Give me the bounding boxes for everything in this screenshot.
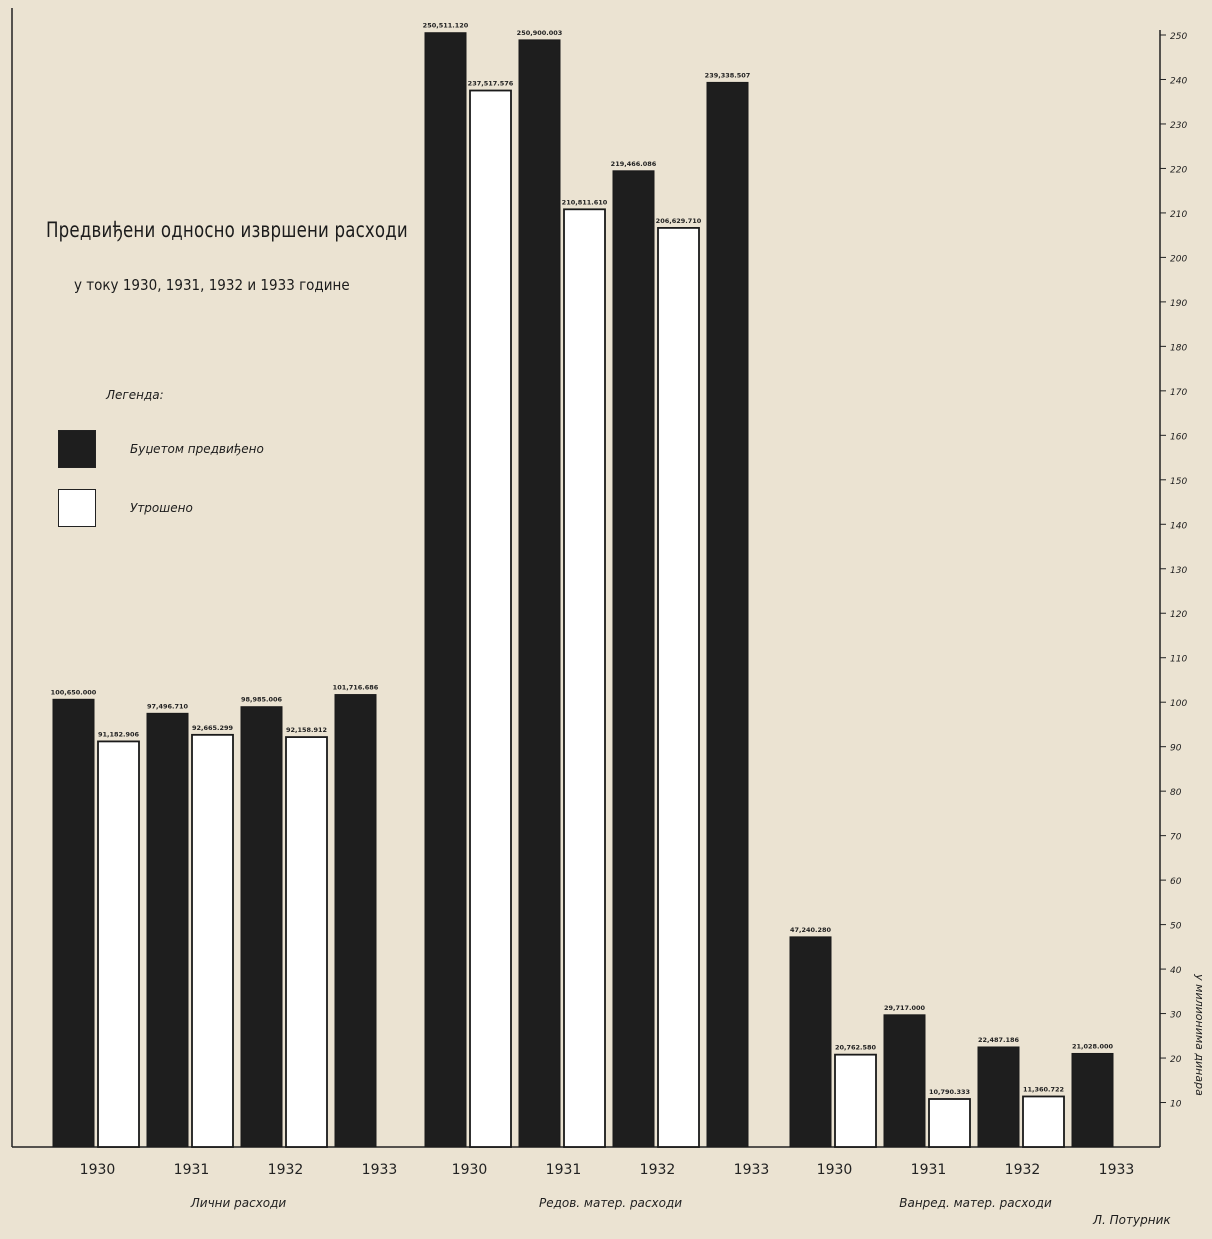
x-tick-label: 1930 bbox=[817, 1162, 853, 1178]
bar-spent bbox=[285, 736, 328, 1148]
x-tick-label: 1933 bbox=[1099, 1162, 1135, 1178]
group-label: Лични расходи bbox=[190, 1196, 287, 1210]
legend-swatch-spent bbox=[58, 489, 96, 527]
data-label-spent: 206,629.710 bbox=[656, 217, 702, 225]
y-tick-label: 50 bbox=[1170, 922, 1182, 932]
data-label-budget: 47,240.280 bbox=[790, 926, 832, 934]
chart-subtitle: у току 1930, 1931, 1932 и 1933 године bbox=[74, 276, 350, 294]
y-tick-label: 30 bbox=[1170, 1011, 1182, 1021]
y-tick-label: 120 bbox=[1170, 610, 1187, 620]
data-label-spent: 20,762.580 bbox=[835, 1044, 877, 1052]
data-label-budget: 250,511.120 bbox=[423, 22, 469, 30]
data-label-spent: 10,790.333 bbox=[929, 1088, 970, 1096]
chart-title: Предвиђени односно извршени расходи bbox=[46, 218, 408, 242]
y-tick-label: 70 bbox=[1170, 833, 1182, 843]
y-tick-label: 90 bbox=[1170, 744, 1182, 754]
data-label-spent: 11,360.722 bbox=[1023, 1085, 1064, 1093]
data-label-spent: 91,182.906 bbox=[98, 730, 140, 738]
data-label-budget: 100,650.000 bbox=[51, 688, 97, 696]
y-tick-label: 80 bbox=[1170, 788, 1182, 798]
y-axis-title: у милионима динара bbox=[1193, 973, 1206, 1096]
y-tick-label: 130 bbox=[1170, 566, 1187, 576]
x-tick-label: 1932 bbox=[1005, 1162, 1041, 1178]
bar-spent bbox=[657, 227, 700, 1148]
y-tick-label: 100 bbox=[1170, 699, 1187, 709]
bar-budget bbox=[883, 1014, 926, 1148]
y-tick-label: 210 bbox=[1170, 210, 1187, 220]
data-label-budget: 239,338.507 bbox=[705, 71, 751, 79]
bar-budget bbox=[518, 39, 561, 1148]
bar-budget bbox=[240, 706, 283, 1148]
x-tick-label: 1931 bbox=[911, 1162, 947, 1178]
y-tick-label: 240 bbox=[1170, 76, 1187, 86]
y-tick-label: 200 bbox=[1170, 254, 1187, 264]
y-tick-label: 150 bbox=[1170, 477, 1187, 487]
x-tick-label: 1930 bbox=[80, 1162, 116, 1178]
y-tick-label: 180 bbox=[1170, 343, 1187, 353]
y-tick-label: 140 bbox=[1170, 521, 1187, 531]
x-tick-label: 1931 bbox=[546, 1162, 582, 1178]
data-label-budget: 98,985.006 bbox=[241, 696, 283, 704]
bar-spent bbox=[469, 89, 512, 1148]
data-label-budget: 97,496.710 bbox=[147, 702, 189, 710]
bar-spent bbox=[834, 1053, 877, 1148]
legend-label-spent: Утрошено bbox=[130, 501, 193, 515]
y-tick-label: 110 bbox=[1170, 655, 1187, 665]
bars-layer bbox=[52, 32, 1114, 1148]
y-tick-label: 170 bbox=[1170, 388, 1187, 398]
data-label-budget: 219,466.086 bbox=[611, 160, 657, 168]
bar-budget bbox=[146, 712, 189, 1148]
bar-spent bbox=[928, 1098, 971, 1148]
signature: Л. Потурник bbox=[1093, 1213, 1171, 1227]
bar-budget bbox=[334, 694, 377, 1148]
y-tick-label: 230 bbox=[1170, 121, 1187, 131]
bar-spent bbox=[97, 740, 140, 1148]
x-tick-label: 1932 bbox=[640, 1162, 676, 1178]
legend-item-spent: Утрошено bbox=[58, 489, 193, 527]
x-tick-label: 1932 bbox=[268, 1162, 304, 1178]
data-label-budget: 29,717.000 bbox=[884, 1004, 926, 1012]
legend-swatch-budget bbox=[58, 430, 96, 468]
bar-spent bbox=[191, 733, 234, 1148]
bar-budget bbox=[706, 81, 749, 1148]
bar-budget bbox=[1071, 1052, 1114, 1148]
y-tick-label: 40 bbox=[1170, 966, 1182, 976]
bar-spent bbox=[1022, 1095, 1065, 1148]
data-label-budget: 21,028.000 bbox=[1072, 1042, 1114, 1050]
data-label-budget: 101,716.686 bbox=[333, 684, 379, 692]
bar-budget bbox=[977, 1046, 1020, 1148]
group-label: Редов. матер. расходи bbox=[539, 1196, 682, 1210]
data-label-spent: 92,158.912 bbox=[286, 726, 327, 734]
x-tick-label: 1933 bbox=[734, 1162, 770, 1178]
x-tick-label: 1930 bbox=[452, 1162, 488, 1178]
bar-budget bbox=[612, 170, 655, 1148]
x-tick-label: 1933 bbox=[362, 1162, 398, 1178]
x-tick-label: 1931 bbox=[174, 1162, 210, 1178]
y-tick-label: 160 bbox=[1170, 432, 1187, 442]
legend-label-budget: Буџетом предвиђено bbox=[130, 442, 264, 456]
y-tick-label: 20 bbox=[1170, 1055, 1182, 1065]
y-tick-label: 10 bbox=[1170, 1100, 1182, 1110]
group-label: Ванред. матер. расходи bbox=[899, 1196, 1052, 1210]
y-tick-label: 220 bbox=[1170, 165, 1187, 175]
data-label-spent: 92,665.299 bbox=[192, 724, 234, 732]
data-label-budget: 22,487.186 bbox=[978, 1036, 1020, 1044]
y-tick-label: 190 bbox=[1170, 299, 1187, 309]
y-tick-label: 60 bbox=[1170, 877, 1182, 887]
bar-budget bbox=[789, 936, 832, 1148]
axis-layer: 10 20 30 40 50 60 70 80 90 100 110 120 130 140 150 160 1… bbox=[11, 8, 1206, 1210]
legend-title: Легенда: bbox=[106, 388, 164, 402]
y-tick-label: 250 bbox=[1170, 32, 1187, 42]
bar-budget bbox=[424, 32, 467, 1148]
bar-spent bbox=[563, 208, 606, 1148]
data-label-spent: 210,811.610 bbox=[562, 198, 608, 206]
legend-item-budget: Буџетом предвиђено bbox=[58, 430, 264, 468]
data-label-spent: 237,517.576 bbox=[468, 80, 514, 88]
data-label-budget: 250,900.003 bbox=[517, 29, 563, 37]
bar-budget bbox=[52, 698, 95, 1148]
labels-layer: 100,650.000 91,182.906 97,496.710 92,665.29… bbox=[51, 22, 1114, 1096]
